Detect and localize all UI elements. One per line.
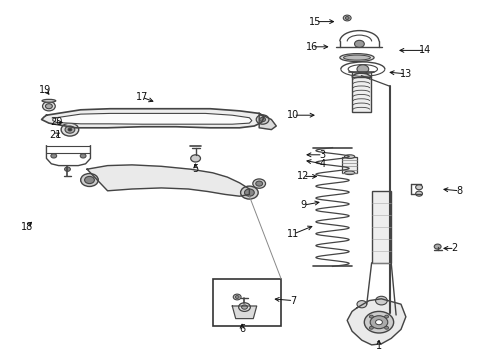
Circle shape [255,181,262,186]
Bar [351,77,370,112]
Circle shape [81,174,98,186]
Text: 4: 4 [319,159,325,169]
Ellipse shape [344,155,354,158]
Text: 13: 13 [399,69,411,79]
Text: 2: 2 [451,243,457,253]
Circle shape [343,15,350,21]
Circle shape [368,327,372,329]
Text: 12: 12 [296,171,309,181]
Circle shape [84,176,94,184]
Text: 7: 7 [290,296,296,306]
Circle shape [354,40,364,48]
Text: 9: 9 [300,200,305,210]
Text: 1: 1 [375,341,381,351]
Text: 18: 18 [20,222,33,232]
Text: 6: 6 [239,324,244,334]
Circle shape [244,189,254,196]
Polygon shape [53,113,251,124]
Circle shape [42,102,55,111]
Circle shape [375,296,386,305]
Polygon shape [41,109,264,128]
Text: 10: 10 [286,110,299,120]
Circle shape [61,123,79,136]
Ellipse shape [339,54,373,62]
Circle shape [375,320,382,325]
Polygon shape [232,306,256,319]
Circle shape [256,115,268,124]
Circle shape [64,167,70,171]
Circle shape [369,316,387,329]
Text: 15: 15 [308,17,321,27]
Circle shape [235,296,239,298]
Circle shape [68,128,72,131]
Circle shape [65,126,75,133]
Text: 19: 19 [39,85,52,95]
Circle shape [233,294,241,300]
Bar [212,279,281,326]
Circle shape [433,244,440,249]
Text: 5: 5 [192,164,198,174]
Circle shape [45,104,52,109]
Circle shape [356,301,366,308]
Polygon shape [259,113,276,130]
Circle shape [364,311,393,333]
Text: 16: 16 [305,42,318,52]
Ellipse shape [42,99,56,102]
Ellipse shape [343,55,370,60]
Circle shape [240,186,258,199]
Bar [371,191,390,263]
Text: 8: 8 [456,186,462,196]
Circle shape [384,315,388,318]
Text: 17: 17 [135,92,148,102]
Text: 20: 20 [50,117,62,127]
Circle shape [384,327,388,329]
Ellipse shape [344,171,354,175]
Circle shape [356,65,368,73]
Text: 21: 21 [49,130,61,140]
Polygon shape [346,299,405,345]
Circle shape [241,305,247,309]
Circle shape [259,117,265,122]
Circle shape [415,185,422,190]
Circle shape [252,179,265,188]
Circle shape [345,17,348,19]
Circle shape [80,154,86,158]
Circle shape [190,155,200,162]
Bar [342,157,356,173]
Polygon shape [87,165,249,196]
Circle shape [238,303,250,311]
Text: 14: 14 [418,45,431,55]
Circle shape [415,191,422,196]
Text: 11: 11 [286,229,299,239]
Text: 3: 3 [319,150,325,160]
Circle shape [368,315,372,318]
Circle shape [51,154,57,158]
